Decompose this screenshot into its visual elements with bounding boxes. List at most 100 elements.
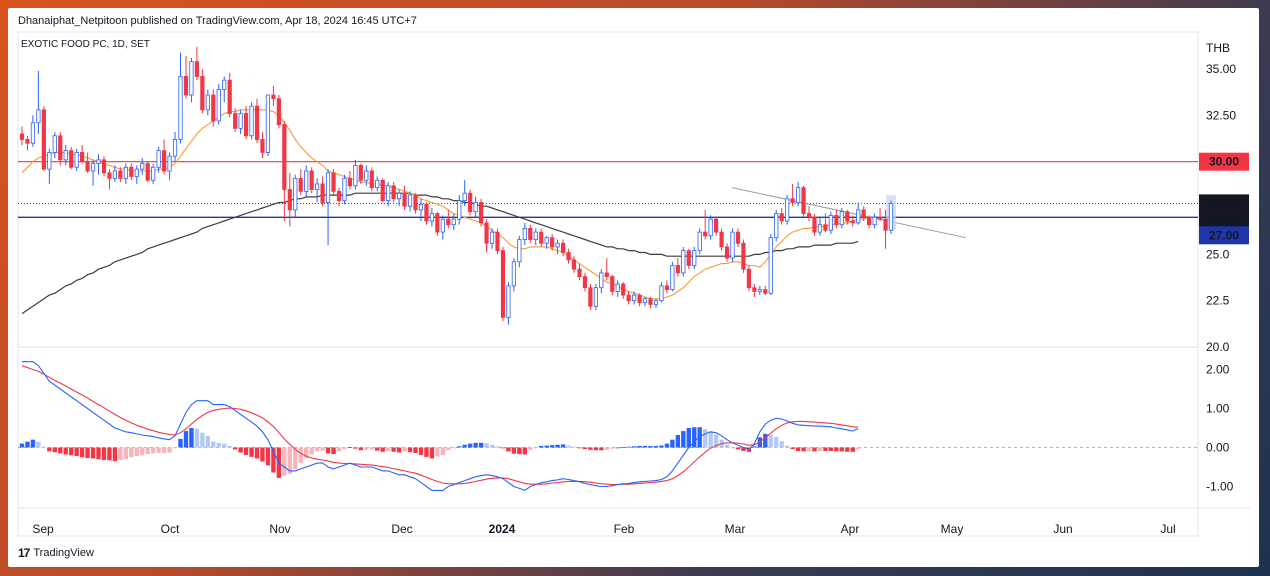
macd-histogram-bar xyxy=(572,447,576,448)
macd-histogram-bar xyxy=(140,448,144,456)
candle xyxy=(244,106,247,139)
macd-histogram-bar xyxy=(47,448,51,452)
macd-histogram-bar xyxy=(588,448,592,450)
macd-histogram-bar xyxy=(692,427,696,447)
macd-histogram-bar xyxy=(74,448,78,457)
candle xyxy=(671,262,674,292)
candle xyxy=(321,177,324,207)
candle xyxy=(288,173,291,227)
macd-histogram-bar xyxy=(594,448,598,451)
candle xyxy=(392,182,395,202)
macd-histogram-bar xyxy=(506,448,510,452)
candle xyxy=(283,121,286,221)
macd-histogram-bar xyxy=(544,446,548,448)
macd-histogram-bar xyxy=(249,448,253,457)
macd-histogram-bar xyxy=(484,443,488,447)
macd-histogram-bar xyxy=(659,446,663,448)
macd-histogram-bar xyxy=(348,447,352,448)
macd-histogram-bar xyxy=(107,448,111,461)
time-axis-label: Dec xyxy=(391,522,412,536)
candle xyxy=(59,132,62,165)
resistance-badge-text: 30.00 xyxy=(1209,155,1239,169)
candle xyxy=(764,286,767,295)
macd-histogram-bar xyxy=(69,448,73,456)
macd-histogram-bar xyxy=(217,443,221,448)
candle xyxy=(720,228,723,250)
macd-histogram-bar xyxy=(91,448,95,459)
candle xyxy=(829,212,832,234)
macd-histogram-bar xyxy=(64,448,68,455)
macd-histogram-bar xyxy=(419,448,423,455)
macd-histogram-bar xyxy=(326,448,330,454)
currency-label: THB xyxy=(1206,41,1230,55)
macd-histogram-bar xyxy=(851,448,855,452)
candle xyxy=(583,273,586,292)
candle xyxy=(627,291,630,304)
price-tick-label: 22.5 xyxy=(1206,294,1230,308)
candle xyxy=(430,208,433,227)
price-tick-label: 25.0 xyxy=(1206,247,1230,261)
candle xyxy=(272,86,275,106)
candle xyxy=(130,164,133,181)
candle xyxy=(523,223,526,245)
support-badge-text: 27.00 xyxy=(1209,228,1239,242)
macd-histogram-bar xyxy=(643,446,647,448)
macd-histogram-bar xyxy=(495,446,499,447)
candle xyxy=(775,210,778,242)
candle xyxy=(212,89,215,126)
candle xyxy=(151,164,154,184)
candle xyxy=(791,184,794,206)
candle xyxy=(518,236,521,267)
candle xyxy=(370,167,373,191)
plot-border xyxy=(18,32,1198,536)
candle xyxy=(425,202,428,224)
macd-histogram-bar xyxy=(266,448,270,466)
macd-histogram-bar xyxy=(610,448,614,449)
countdown-text: 14:57 xyxy=(1209,213,1239,227)
macd-histogram-bar xyxy=(200,433,204,448)
candle xyxy=(447,210,450,229)
candle xyxy=(250,102,253,139)
macd-histogram-bar xyxy=(424,448,428,457)
candle xyxy=(818,217,821,236)
candle xyxy=(857,202,860,224)
candle xyxy=(725,243,728,262)
candle xyxy=(742,240,745,273)
macd-histogram-bar xyxy=(807,448,811,452)
candle xyxy=(529,225,532,244)
macd-histogram-bar xyxy=(708,431,712,447)
macd-line xyxy=(22,362,858,491)
candle xyxy=(736,228,739,247)
candle xyxy=(239,110,242,134)
candle xyxy=(162,139,165,174)
candle xyxy=(141,158,144,175)
candle xyxy=(643,297,646,306)
candle xyxy=(676,258,679,277)
candle xyxy=(785,195,788,225)
price-tick-label: 35.00 xyxy=(1206,62,1236,76)
macd-histogram-bar xyxy=(539,446,543,448)
macd-tick-label: 2.00 xyxy=(1206,363,1230,377)
candle xyxy=(835,210,838,229)
macd-histogram-bar xyxy=(626,447,630,448)
macd-histogram-bar xyxy=(320,448,324,451)
macd-histogram-bar xyxy=(566,446,570,448)
macd-histogram-bar xyxy=(616,448,620,449)
time-axis-label: 2024 xyxy=(489,522,516,536)
macd-histogram-bar xyxy=(342,448,346,450)
macd-histogram-bar xyxy=(135,448,139,457)
chart-canvas[interactable]: THB 35.00 32.50 25.0 22.5 20.0 30.00 27.75 14:57… xyxy=(8,8,1259,567)
candle xyxy=(589,284,592,310)
candle xyxy=(414,193,417,213)
macd-histogram-bar xyxy=(479,443,483,448)
macd-histogram-bar xyxy=(184,431,188,447)
candle xyxy=(436,212,439,236)
macd-histogram-bar xyxy=(260,448,264,462)
macd-histogram-bar xyxy=(129,448,133,458)
macd-histogram-bar xyxy=(36,442,40,448)
candle xyxy=(217,84,220,125)
candle xyxy=(42,106,45,171)
candle xyxy=(540,228,543,247)
candle xyxy=(64,145,67,165)
macd-histogram-bar xyxy=(238,448,242,453)
